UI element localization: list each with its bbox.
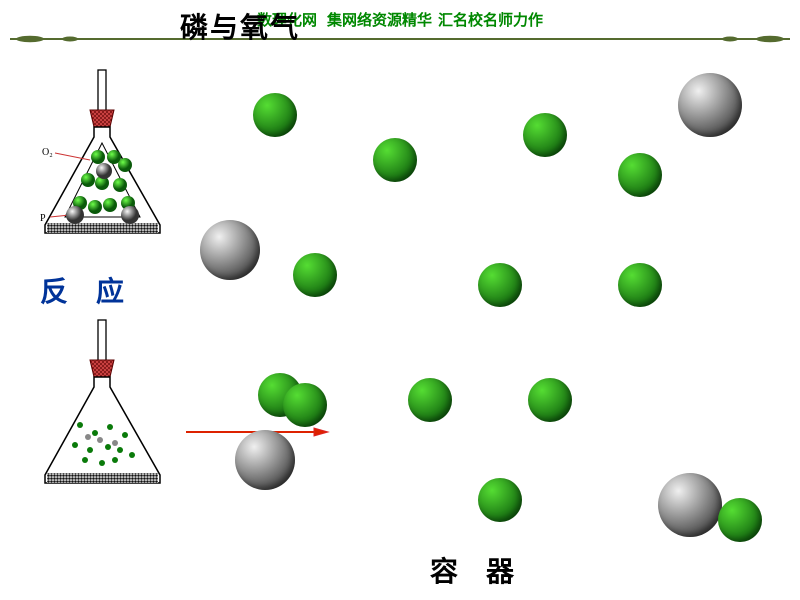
- slogan-1: 集网络资源精华: [327, 9, 432, 30]
- green-sphere: [253, 93, 297, 137]
- top-banner: 数理化网 集网络资源精华 汇名校名师力作: [0, 8, 800, 30]
- flask-before: O₂ P: [20, 65, 190, 255]
- p-label: P: [40, 213, 46, 224]
- banner-divider: [10, 34, 790, 44]
- particle-field: [200, 60, 780, 540]
- label-reaction: 反 应: [40, 270, 124, 310]
- label-container: 容 器: [430, 550, 514, 590]
- o2-label: O₂: [42, 147, 53, 158]
- green-sphere: [718, 498, 762, 542]
- green-sphere: [618, 263, 662, 307]
- page-title: 磷与氧气: [180, 6, 300, 46]
- green-sphere: [478, 478, 522, 522]
- gray-sphere: [658, 473, 722, 537]
- green-sphere: [283, 383, 327, 427]
- gray-sphere: [200, 220, 260, 280]
- green-sphere: [618, 153, 662, 197]
- flask-after: [20, 315, 190, 505]
- green-sphere: [293, 253, 337, 297]
- green-sphere: [523, 113, 567, 157]
- flask-after-svg: [20, 315, 185, 505]
- gray-sphere: [235, 430, 295, 490]
- green-sphere: [478, 263, 522, 307]
- green-sphere: [408, 378, 452, 422]
- green-sphere: [373, 138, 417, 182]
- slogan-2: 汇名校名师力作: [438, 9, 543, 30]
- gray-sphere: [678, 73, 742, 137]
- flask-before-svg: O₂ P: [20, 65, 185, 255]
- green-sphere: [528, 378, 572, 422]
